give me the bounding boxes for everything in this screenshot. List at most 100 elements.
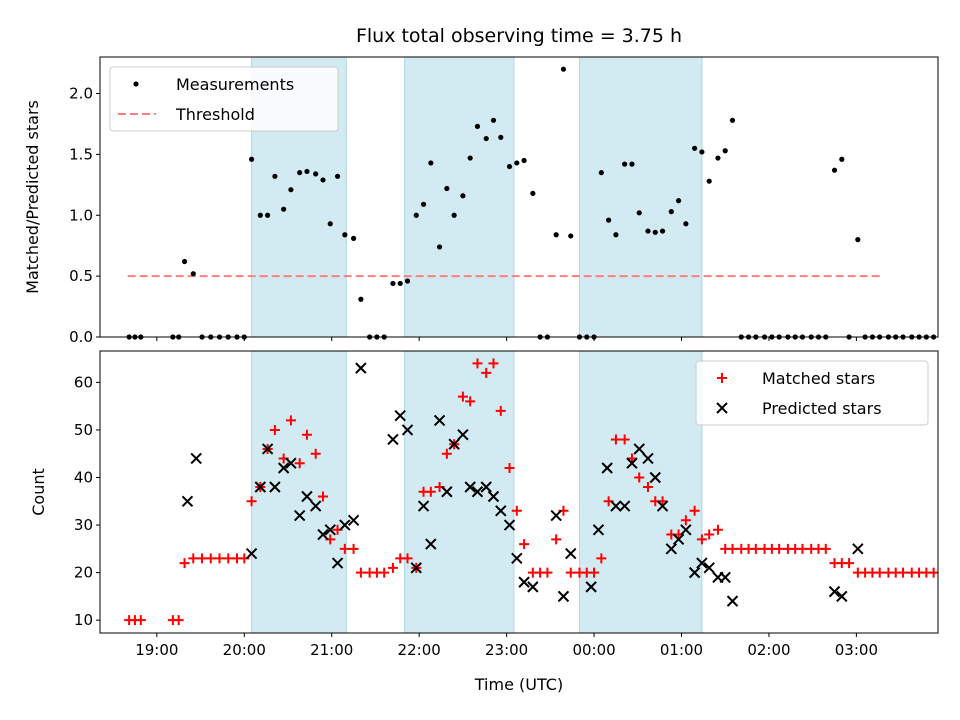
data-point	[347, 514, 360, 527]
data-point	[683, 221, 689, 227]
data-point	[317, 528, 329, 541]
data-point	[465, 396, 476, 407]
data-point	[297, 170, 303, 176]
data-point	[498, 134, 504, 140]
legend-swatch	[133, 81, 139, 87]
data-point	[613, 232, 619, 238]
data-point	[339, 519, 351, 531]
data-point	[550, 509, 562, 522]
axes-frame	[99, 56, 939, 338]
data-point	[246, 496, 257, 507]
data-point	[606, 217, 612, 223]
data-point	[135, 615, 146, 626]
data-point	[355, 362, 367, 374]
data-point	[387, 433, 399, 446]
data-point	[294, 458, 305, 469]
data-point	[874, 567, 885, 578]
data-point	[248, 156, 255, 162]
data-point	[257, 212, 263, 218]
data-point	[553, 232, 559, 238]
data-point	[568, 233, 574, 239]
data-point	[855, 237, 861, 243]
data-point	[265, 212, 271, 218]
data-point	[696, 557, 708, 569]
data-point	[672, 533, 685, 546]
data-point	[503, 519, 516, 531]
series-measurements	[126, 66, 937, 340]
data-point	[387, 562, 398, 573]
data-point	[495, 405, 506, 416]
x-tick-label: 23:00	[485, 641, 528, 659]
data-point	[831, 167, 838, 173]
x-tick-label: 19:00	[135, 641, 178, 659]
data-point	[261, 443, 274, 455]
y-tick-label: 20	[74, 564, 93, 582]
data-point	[680, 515, 691, 526]
data-point	[205, 553, 216, 564]
data-point	[428, 160, 434, 166]
data-point	[324, 524, 336, 536]
data-point	[288, 187, 294, 193]
data-point	[557, 590, 570, 603]
data-point	[490, 117, 497, 123]
data-point	[474, 123, 481, 129]
y-tick-label: 1.5	[69, 145, 93, 163]
data-point	[181, 495, 194, 507]
data-point	[472, 358, 483, 369]
data-point	[464, 481, 476, 493]
data-point	[704, 529, 715, 540]
data-point	[467, 155, 473, 161]
data-point	[719, 571, 731, 584]
data-point	[457, 428, 469, 441]
data-point	[245, 547, 258, 560]
data-point	[451, 212, 457, 218]
data-point	[727, 543, 738, 554]
data-point	[511, 505, 522, 516]
data-point	[715, 155, 721, 161]
data-point	[444, 185, 450, 192]
data-point	[601, 462, 613, 474]
data-point	[750, 543, 761, 554]
data-point	[652, 229, 658, 235]
data-point	[317, 491, 328, 502]
data-point	[839, 156, 845, 162]
data-point	[397, 280, 403, 287]
data-point	[844, 558, 855, 569]
data-point	[692, 145, 698, 151]
data-point	[636, 210, 642, 216]
data-point	[514, 160, 520, 166]
data-point	[589, 567, 600, 578]
data-point	[689, 505, 700, 516]
data-point	[610, 500, 622, 512]
data-point	[197, 553, 208, 564]
chart-title: Flux total observing time = 3.75 h	[356, 25, 682, 47]
data-point	[626, 457, 638, 469]
data-point	[348, 543, 359, 554]
data-point	[481, 367, 492, 378]
data-point	[898, 567, 909, 578]
legend-label: Measurements	[176, 75, 294, 94]
data-point	[277, 462, 290, 474]
data-point	[425, 538, 437, 550]
y-tick-label: 50	[74, 421, 93, 439]
data-point	[629, 161, 635, 167]
data-point	[488, 358, 499, 369]
data-point	[358, 296, 364, 302]
data-point	[797, 543, 808, 554]
y-tick-label: 10	[74, 611, 93, 629]
data-point	[675, 198, 682, 204]
axes-frame	[99, 350, 939, 634]
y-tick-label: 1.0	[69, 206, 93, 224]
data-point	[457, 391, 468, 402]
y-tick-label: 0.0	[69, 328, 93, 346]
data-point	[334, 173, 341, 179]
data-point	[506, 163, 513, 170]
x-tick-label: 03:00	[835, 641, 878, 659]
data-point	[633, 443, 645, 455]
data-point	[413, 212, 419, 218]
count-panel: 10 20 30 40 50 60 19:00 20:00 21:00 22:00 23:00 00:…	[29, 350, 939, 659]
legend-box	[109, 66, 339, 132]
data-point	[402, 553, 413, 564]
data-point	[598, 170, 604, 176]
